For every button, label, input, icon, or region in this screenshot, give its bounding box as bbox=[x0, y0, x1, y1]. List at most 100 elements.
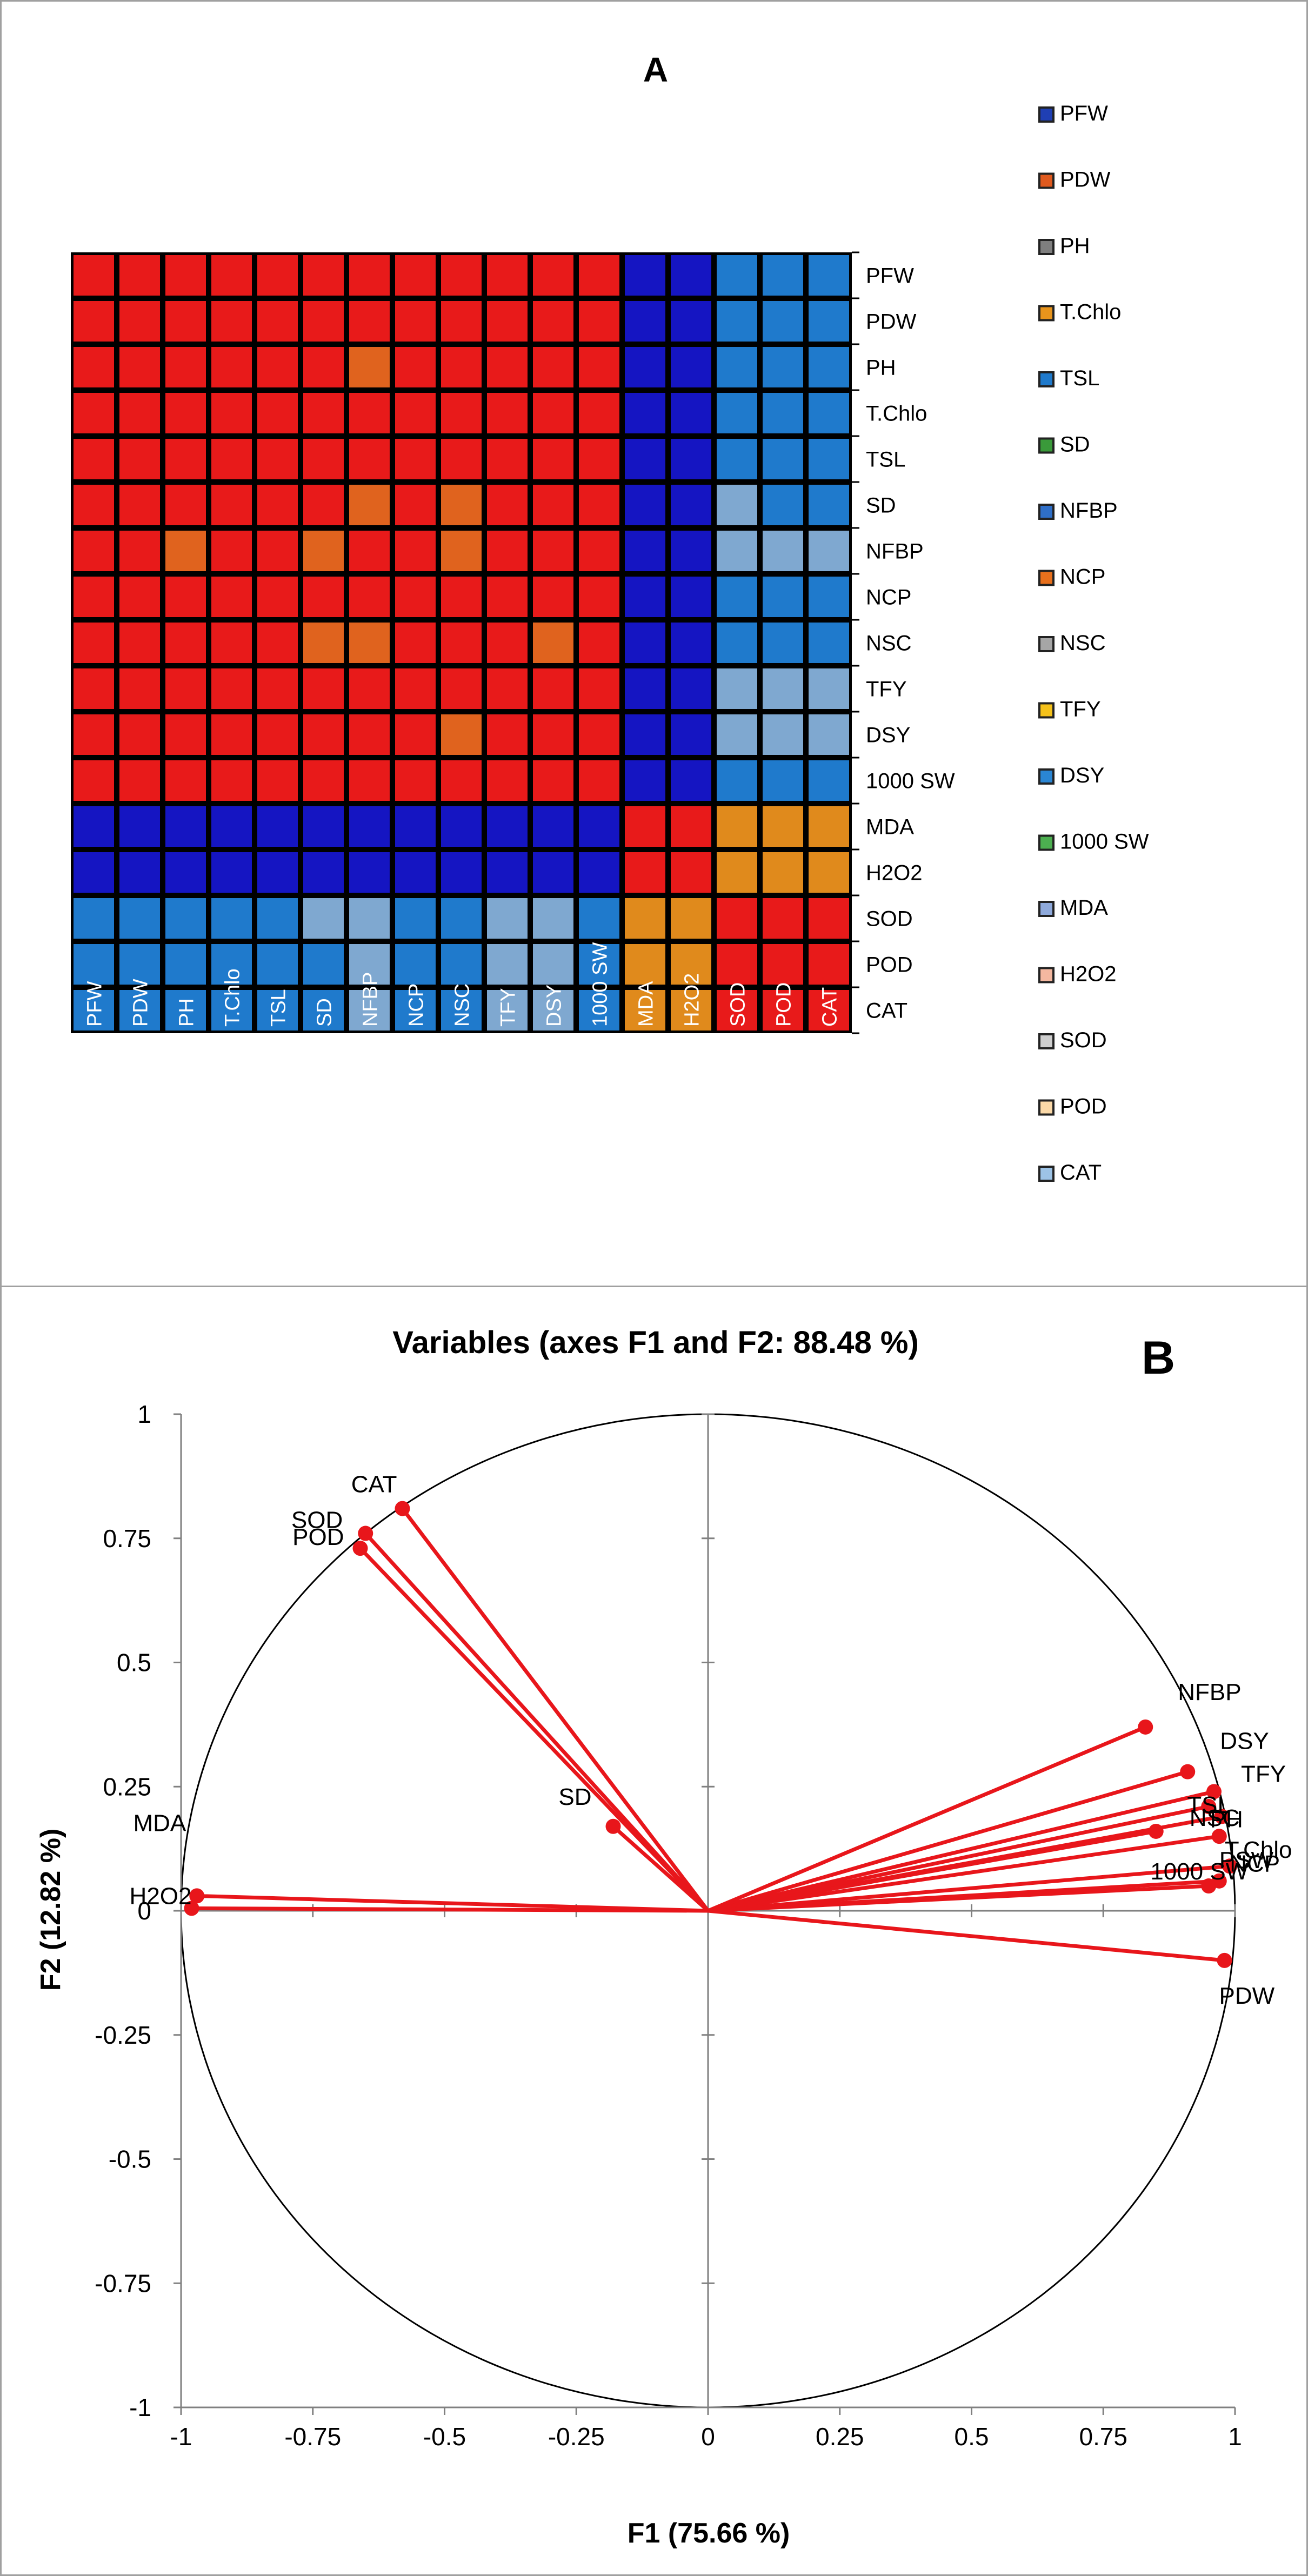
heatmap-cell bbox=[211, 577, 252, 617]
heatmap-cell bbox=[257, 944, 298, 985]
heatmap-cell bbox=[303, 347, 344, 387]
heatmap-cell bbox=[671, 714, 711, 755]
heatmap-cell bbox=[671, 623, 711, 663]
heatmap-cell bbox=[809, 577, 849, 617]
heatmap-cell bbox=[809, 760, 849, 801]
heatmap-row-labels: PFW PDW PH T.Chlo TSL SD NFBP NCP NSC TFY DSY 1000 … bbox=[852, 251, 955, 1034]
heatmap-cell bbox=[579, 623, 619, 663]
heatmap-cell bbox=[165, 806, 206, 847]
y-tick-label: 0.25 bbox=[103, 1772, 151, 1801]
heatmap-cell bbox=[579, 301, 619, 342]
heatmap-cell bbox=[119, 990, 160, 1031]
y-tick-label: 0.75 bbox=[103, 1524, 151, 1553]
heatmap-cell bbox=[74, 531, 114, 571]
heatmap-cell bbox=[165, 531, 206, 571]
heatmap-cell bbox=[717, 898, 757, 939]
heatmap-cell bbox=[625, 531, 665, 571]
heatmap-cell bbox=[303, 668, 344, 709]
heatmap-cell bbox=[717, 990, 757, 1031]
heatmap-cell bbox=[809, 485, 849, 525]
legend-item: TFY bbox=[1060, 698, 1101, 721]
heatmap-cell bbox=[717, 531, 757, 571]
heatmap-cell bbox=[165, 485, 206, 525]
loading-point bbox=[1180, 1764, 1196, 1779]
heatmap-cell bbox=[211, 347, 252, 387]
variable-label: POD bbox=[292, 1524, 344, 1550]
x-tick-label: 0.75 bbox=[1079, 2423, 1127, 2451]
heatmap-cell bbox=[303, 531, 344, 571]
loading-vector bbox=[708, 1879, 1219, 1913]
heatmap-cell bbox=[763, 714, 803, 755]
heatmap-cell bbox=[349, 990, 390, 1031]
heatmap-cell bbox=[349, 531, 390, 571]
loading-point bbox=[605, 1818, 621, 1834]
heatmap-cell bbox=[441, 668, 482, 709]
legend-item: POD bbox=[1060, 1095, 1107, 1119]
heatmap-cell bbox=[579, 944, 619, 985]
variable-label: NFBP bbox=[1178, 1679, 1241, 1705]
heatmap-cell bbox=[625, 990, 665, 1031]
y-tick-label: 1 bbox=[137, 1400, 151, 1428]
heatmap-cell bbox=[717, 944, 757, 985]
heatmap-cell bbox=[211, 760, 252, 801]
heatmap-cell bbox=[671, 944, 711, 985]
heatmap-cell bbox=[349, 852, 390, 893]
loading-vector bbox=[358, 1547, 710, 1912]
heatmap-cell bbox=[763, 760, 803, 801]
variable-label: T.Chlo bbox=[1225, 1837, 1292, 1863]
heatmap-cell bbox=[441, 577, 482, 617]
heatmap-cell bbox=[441, 439, 482, 479]
heatmap-cell bbox=[441, 852, 482, 893]
heatmap-cells bbox=[71, 252, 852, 1033]
heatmap-cell bbox=[671, 393, 711, 433]
loading-vector bbox=[708, 1909, 1225, 1963]
loading-point bbox=[1222, 1858, 1238, 1874]
heatmap-cell bbox=[349, 577, 390, 617]
legend-swatch bbox=[1038, 172, 1055, 189]
variable-label: NSC bbox=[1190, 1805, 1240, 1831]
variable-label: 1000 SW bbox=[1150, 1858, 1248, 1885]
heatmap-cell bbox=[625, 714, 665, 755]
heatmap-cell bbox=[625, 852, 665, 893]
heatmap-cell bbox=[625, 623, 665, 663]
heatmap-cell bbox=[395, 668, 436, 709]
row-label: POD bbox=[866, 953, 913, 977]
heatmap-cell bbox=[119, 760, 160, 801]
heatmap-cell bbox=[763, 852, 803, 893]
heatmap-cell bbox=[395, 531, 436, 571]
row-label: TSL bbox=[866, 448, 905, 472]
heatmap-cell bbox=[303, 623, 344, 663]
variable-label: MDA bbox=[133, 1810, 186, 1836]
legend-swatch bbox=[1038, 901, 1055, 917]
heatmap-cell bbox=[74, 714, 114, 755]
heatmap-cell bbox=[487, 898, 528, 939]
variable-label: SD bbox=[558, 1784, 591, 1810]
heatmap-cell bbox=[257, 531, 298, 571]
heatmap-cell bbox=[395, 806, 436, 847]
heatmap-cell bbox=[579, 393, 619, 433]
heatmap-cell bbox=[763, 990, 803, 1031]
heatmap-cell bbox=[211, 255, 252, 296]
heatmap-cell bbox=[579, 852, 619, 893]
heatmap-cell bbox=[211, 898, 252, 939]
heatmap-cell bbox=[74, 301, 114, 342]
x-tick-label: -0.25 bbox=[548, 2423, 605, 2451]
heatmap-cell bbox=[487, 760, 528, 801]
y-tick-label: -0.25 bbox=[95, 2021, 151, 2049]
heatmap-cell bbox=[395, 852, 436, 893]
heatmap-cell bbox=[257, 990, 298, 1031]
variable-label: PH bbox=[1210, 1806, 1243, 1832]
legend-item: PH bbox=[1060, 234, 1090, 258]
legend-item: TSL bbox=[1060, 366, 1099, 390]
heatmap-cell bbox=[211, 301, 252, 342]
legend-item: NCP bbox=[1060, 565, 1105, 589]
column-label: NCP bbox=[405, 983, 428, 1027]
y-tick-label: -1 bbox=[129, 2393, 151, 2421]
heatmap-cell bbox=[211, 714, 252, 755]
heatmap-cell bbox=[211, 852, 252, 893]
heatmap-cell bbox=[717, 668, 757, 709]
column-label: 1000 SW bbox=[589, 942, 612, 1027]
heatmap-cell bbox=[487, 852, 528, 893]
heatmap-cell bbox=[303, 301, 344, 342]
heatmap-cell bbox=[809, 623, 849, 663]
